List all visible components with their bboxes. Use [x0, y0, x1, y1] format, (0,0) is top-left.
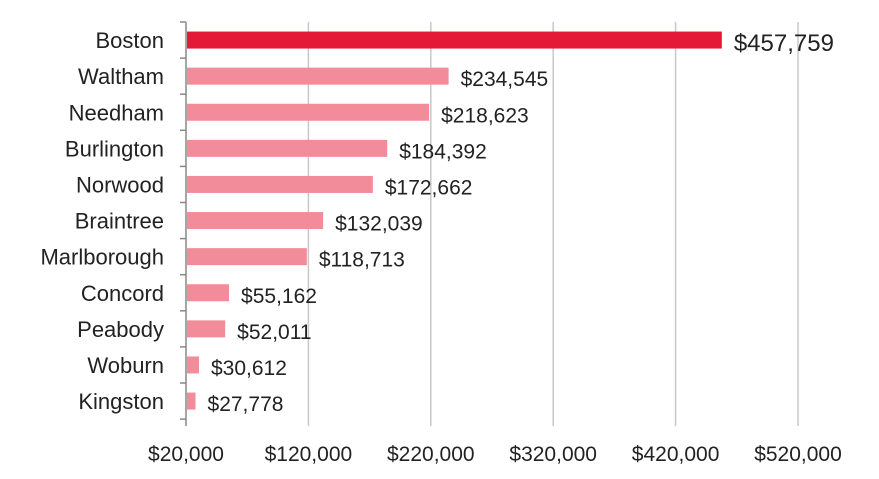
category-label: Boston [96, 28, 165, 53]
category-label: Needham [69, 100, 164, 125]
data-label: $118,713 [319, 249, 405, 272]
data-label: $55,162 [241, 285, 317, 308]
category-label: Peabody [77, 317, 164, 342]
bar-waltham [187, 67, 449, 85]
axes [180, 21, 187, 426]
grid-lines [307, 22, 799, 426]
x-tick-label: $320,000 [509, 443, 597, 466]
data-label: $132,039 [335, 213, 423, 236]
labels: $20,000 $120,000 $220,000 $320,000 $420,000 $… [40, 28, 841, 466]
x-tick-label: $220,000 [387, 443, 475, 466]
category-label: Norwood [76, 172, 164, 197]
data-label: $172,662 [385, 176, 473, 199]
data-label: $457,759 [734, 30, 834, 57]
category-label: Waltham [78, 64, 164, 89]
data-label: $27,778 [208, 393, 284, 416]
bar-marlborough [187, 248, 307, 266]
x-tick-label: $120,000 [265, 443, 353, 466]
bar-woburn [187, 356, 199, 374]
bar-needham [187, 103, 430, 121]
bar-kingston [187, 392, 196, 410]
category-label: Woburn [87, 353, 164, 378]
data-label: $184,392 [399, 140, 487, 163]
data-label: $234,545 [461, 68, 549, 91]
bars [187, 31, 722, 410]
bar-norwood [187, 175, 373, 193]
bar-peabody [187, 320, 226, 338]
data-label: $52,011 [237, 321, 311, 344]
x-tick-label: $420,000 [632, 443, 720, 466]
x-tick-label: $20,000 [148, 443, 224, 466]
category-label: Marlborough [40, 245, 164, 270]
data-label: $30,612 [211, 357, 287, 380]
bar-burlington [187, 139, 388, 157]
bar-braintree [187, 212, 324, 230]
data-label: $218,623 [441, 104, 529, 127]
bar-concord [187, 284, 230, 302]
category-label: Braintree [75, 209, 164, 234]
x-tick-label: $520,000 [754, 443, 842, 466]
category-label: Kingston [78, 389, 164, 414]
category-label: Burlington [65, 136, 164, 161]
category-label: Concord [81, 281, 164, 306]
bar-boston [187, 31, 722, 49]
